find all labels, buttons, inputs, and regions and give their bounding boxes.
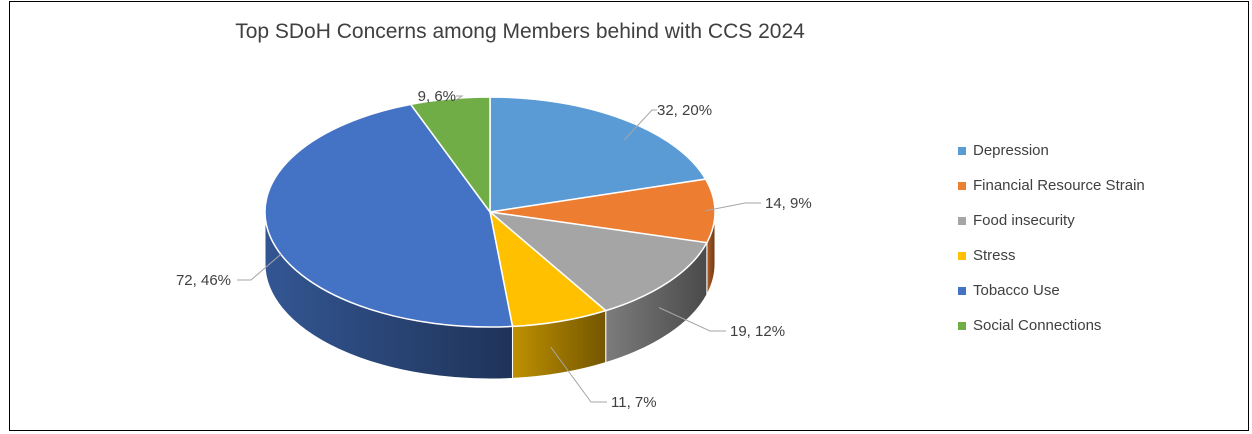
leader-line bbox=[550, 346, 607, 403]
chart-title: Top SDoH Concerns among Members behind w… bbox=[235, 20, 805, 43]
legend-swatch bbox=[958, 216, 966, 225]
legend-swatch bbox=[958, 251, 966, 260]
leader-line bbox=[454, 95, 464, 102]
pie-slice-tobacco-use bbox=[264, 103, 514, 328]
data-label: 14, 9% bbox=[765, 195, 812, 212]
chart-frame: Top SDoH Concerns among Members behind w… bbox=[9, 1, 1249, 431]
pie-slice-depression bbox=[489, 96, 707, 213]
legend-swatch bbox=[958, 286, 966, 295]
legend: Depression Financial Resource Strain Food … bbox=[958, 133, 1145, 343]
pie-slices bbox=[264, 96, 716, 328]
legend-swatch bbox=[958, 321, 966, 330]
data-label: 19, 12% bbox=[730, 323, 785, 340]
legend-item: Depression bbox=[958, 133, 1145, 168]
legend-swatch bbox=[958, 146, 966, 155]
pie-chart: 32, 20% 14, 9% 19, 12% 11, 7% 72, 46% 9, 6% bbox=[176, 88, 812, 411]
leader-line bbox=[658, 307, 726, 332]
leader-line bbox=[237, 253, 282, 281]
data-label: 32, 20% bbox=[657, 102, 712, 119]
leader-line bbox=[624, 109, 657, 141]
legend-label: Tobacco Use bbox=[973, 282, 1060, 299]
pie-slice-financial-resource-strain bbox=[489, 178, 716, 244]
legend-label: Depression bbox=[973, 142, 1049, 159]
leader-line bbox=[704, 202, 761, 212]
legend-item: Food insecurity bbox=[958, 203, 1145, 238]
legend-item: Tobacco Use bbox=[958, 273, 1145, 308]
pie-slice-social-connections bbox=[409, 96, 491, 215]
legend-item: Stress bbox=[958, 238, 1145, 273]
legend-label: Food insecurity bbox=[973, 212, 1075, 229]
legend-swatch bbox=[958, 181, 966, 190]
legend-item: Social Connections bbox=[958, 308, 1145, 343]
data-label: 72, 46% bbox=[176, 272, 231, 289]
data-labels: 32, 20% 14, 9% 19, 12% 11, 7% 72, 46% 9, 6% bbox=[176, 88, 812, 411]
data-label: 11, 7% bbox=[611, 394, 657, 411]
legend-label: Financial Resource Strain bbox=[973, 177, 1145, 194]
legend-item: Financial Resource Strain bbox=[958, 168, 1145, 203]
legend-label: Social Connections bbox=[973, 317, 1102, 334]
pie-slice-food-insecurity bbox=[487, 210, 709, 312]
legend-label: Stress bbox=[973, 247, 1016, 264]
data-label: 9, 6% bbox=[418, 88, 456, 105]
